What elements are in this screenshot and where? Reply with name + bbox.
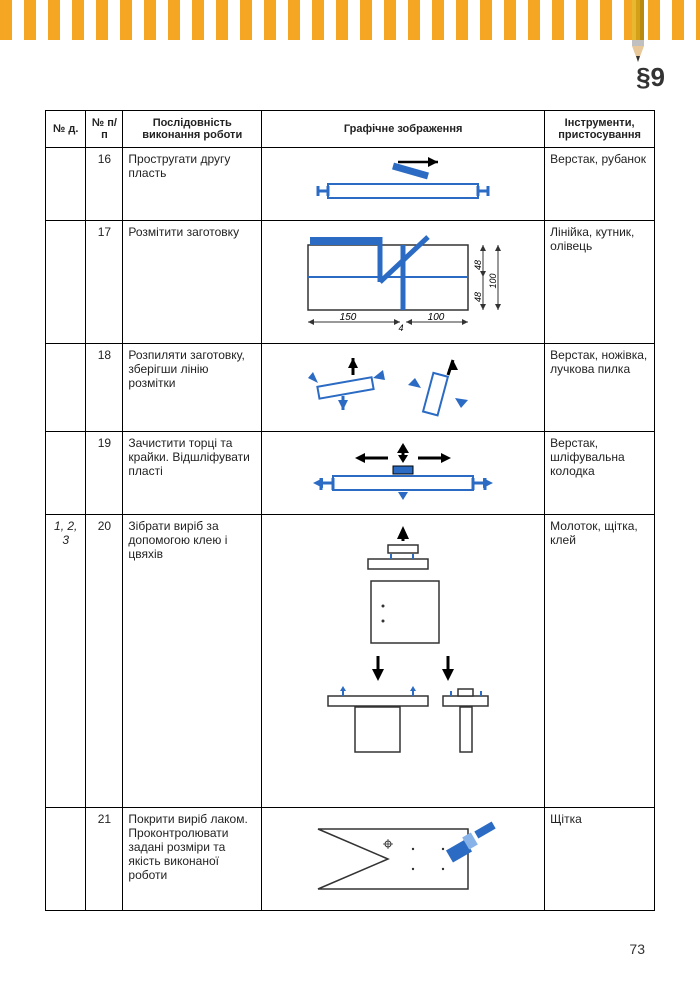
cell-seq: Покрити виріб лаком. Проконтролювати зад… [123,808,262,911]
dim-4: 4 [399,323,404,333]
cell-pp: 20 [86,515,123,808]
cell-seq: Розпиляти заготовку, зберігши лінію розм… [123,344,262,432]
cell-pp: 19 [86,432,123,515]
cell-graphic [262,148,545,221]
cell-seq: Розмітити заготовку [123,221,262,344]
pencil-icon [626,0,650,70]
cell-graphic [262,515,545,808]
cell-seq: Зачистити торці та крайки. Відшліфувати … [123,432,262,515]
table-row: 17 Розмітити заготовку [46,221,655,344]
cell-tools: Верстак, рубанок [545,148,655,221]
dim-48a: 48 [473,260,483,270]
diagram-mark-layout: 150 100 4 48 [288,227,518,337]
cell-graphic [262,432,545,515]
cell-graphic: 150 100 4 48 [262,221,545,344]
cell-seq: Простругати другу пласть [123,148,262,221]
table-row: 1, 2, 3 20 Зібрати виріб за допомогою кл… [46,515,655,808]
diagram-saw [293,350,513,425]
cell-seq: Зібрати виріб за допомогою клею і цвяхів [123,515,262,808]
cell-d [46,344,86,432]
cell-d [46,221,86,344]
dim-100v: 100 [488,273,498,288]
table-row: 18 Розпиляти заготовку, зберігши лінію р… [46,344,655,432]
cell-pp: 16 [86,148,123,221]
cell-d [46,432,86,515]
dim-100: 100 [428,312,445,323]
d-text: 1, 2, 3 [54,519,77,547]
header-d: № д. [46,111,86,148]
cell-tools: Щітка [545,808,655,911]
header-seq: Послідовність виконання роботи [123,111,262,148]
header-graphic: Графічне зображення [262,111,545,148]
diagram-varnish [293,814,513,904]
content-area: № д. № п/п Послідовність виконання робот… [0,40,700,931]
diagram-sand [293,438,513,508]
cell-tools: Верстак, шліфувальна колодка [545,432,655,515]
table-header-row: № д. № п/п Послідовність виконання робот… [46,111,655,148]
cell-d [46,148,86,221]
header-pp: № п/п [86,111,123,148]
table-row: 16 Простругати другу пласть Верстак, руб… [46,148,655,221]
top-stripe-decoration [0,0,700,40]
page-number: 73 [0,931,700,977]
page: §9 № д. № п/п Послідовність виконання ро… [0,0,700,977]
dim-150: 150 [340,312,357,323]
cell-graphic [262,808,545,911]
cell-pp: 18 [86,344,123,432]
cell-tools: Верстак, ножівка, лучкова пилка [545,344,655,432]
cell-tools: Лінійка, кутник, олівець [545,221,655,344]
cell-d: 1, 2, 3 [46,515,86,808]
cell-pp: 21 [86,808,123,911]
cell-graphic [262,344,545,432]
diagram-plane-board [298,154,508,214]
table-row: 21 Покрити виріб лаком. Проконтролювати … [46,808,655,911]
header-tools: Інструменти, пристосування [545,111,655,148]
dim-48b: 48 [473,292,483,302]
section-number: §9 [636,62,665,93]
diagram-assembly [293,521,513,801]
cell-pp: 17 [86,221,123,344]
cell-tools: Молоток, щітка, клей [545,515,655,808]
cell-d [46,808,86,911]
work-sequence-table: № д. № п/п Послідовність виконання робот… [45,110,655,911]
table-row: 19 Зачистити торці та крайки. Відшліфува… [46,432,655,515]
